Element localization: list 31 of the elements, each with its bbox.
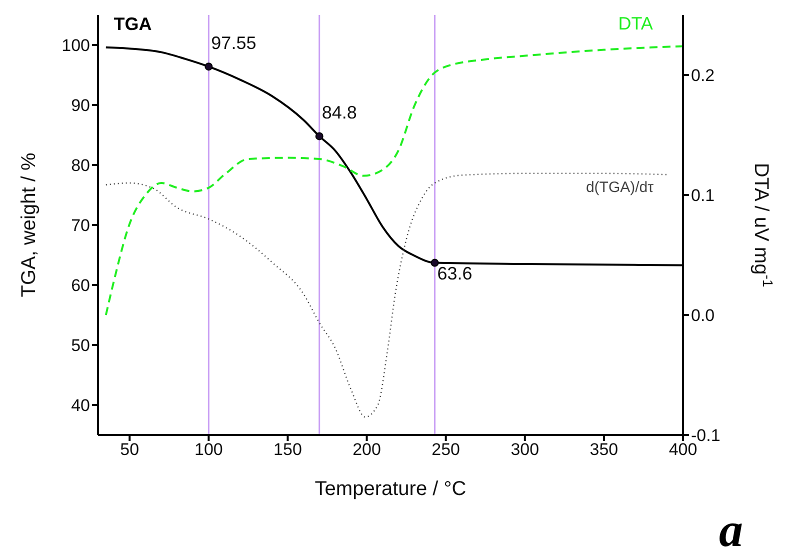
y-axis-title: TGA, weight / % (18, 152, 40, 298)
y-tick-label: 50 (71, 336, 90, 356)
y-tick-label: 90 (71, 96, 90, 116)
y2-tick-label: 0.0 (691, 306, 715, 326)
x-tick-label: 400 (668, 440, 698, 460)
x-tick-label: 350 (590, 440, 618, 460)
y-tick-label: 100 (62, 36, 90, 56)
line-series (105, 172, 668, 418)
x-tick-label: 250 (432, 440, 460, 460)
y-tick-label: 80 (71, 156, 90, 176)
y2-tick-label: 0.1 (691, 186, 715, 206)
y2-tick-label: 0.2 (691, 66, 715, 86)
series-label: d(TGA)/dτ (586, 179, 654, 196)
point (204, 62, 213, 71)
y-tick-label: 70 (71, 216, 90, 236)
x-axis-title: Temperature / °C (314, 478, 466, 500)
x-tick-label: 150 (274, 440, 302, 460)
x-tick-label: 100 (194, 440, 223, 460)
x-tick-label: 300 (510, 440, 540, 460)
x-tick-label: 50 (120, 440, 140, 460)
y-tick-label: 40 (71, 396, 90, 416)
series-label: DTA (618, 13, 653, 34)
annotation: 84.8 (322, 102, 357, 123)
point (315, 132, 324, 140)
point (430, 258, 439, 267)
annotation: 63.6 (437, 263, 472, 284)
series-label: TGA (114, 14, 152, 34)
y-tick-label: 60 (71, 276, 90, 296)
x-tick-label: 200 (352, 440, 381, 460)
annotation: 97.55 (211, 33, 256, 54)
text: a (719, 503, 743, 558)
